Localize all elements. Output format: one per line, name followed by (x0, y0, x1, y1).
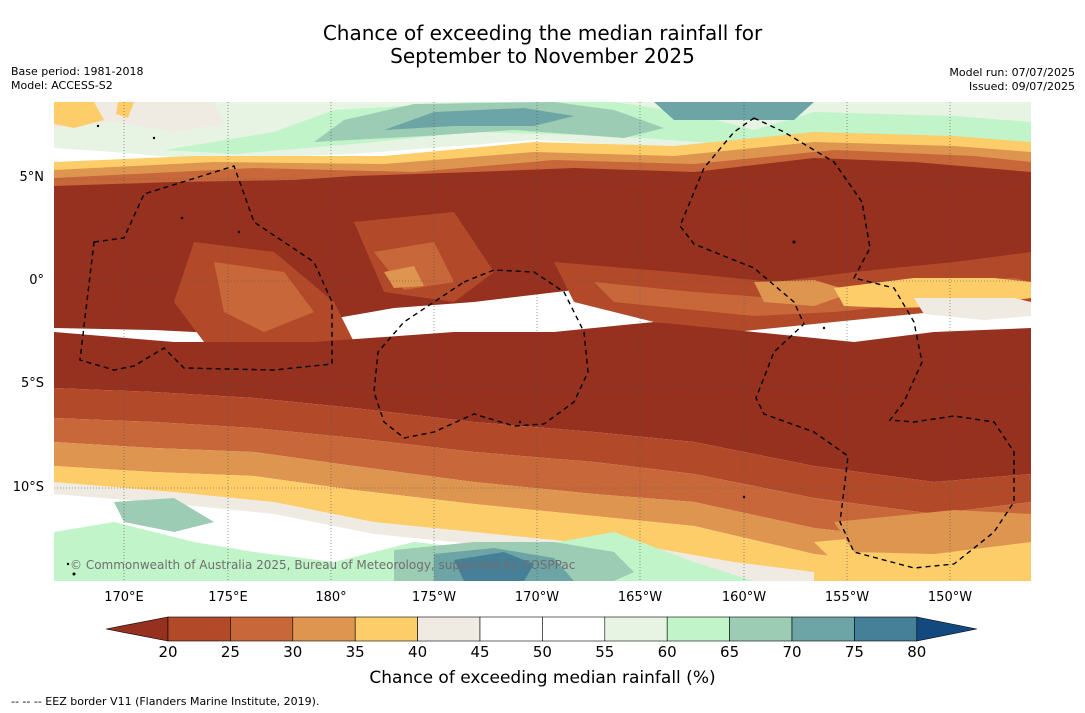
colorbar-segment (542, 616, 606, 642)
lat-label-5n: 5°N (19, 170, 45, 185)
colorbar-tick-label: 40 (408, 643, 427, 661)
south-dry-band (54, 322, 1031, 482)
map-title: Chance of exceeding the median rainfall … (0, 22, 1085, 68)
colorbar-segment (292, 616, 356, 642)
colorbar-segments (106, 616, 977, 642)
colorbar-tick-label: 65 (720, 643, 739, 661)
colorbar-segment (354, 616, 418, 642)
lon-label-180: 180° (315, 590, 347, 605)
eez-footnote: -- -- -- EEZ border V11 (Flanders Marine… (11, 695, 320, 708)
lon-label-160w: 160°W (721, 590, 767, 605)
lon-label-175e: 175°E (208, 590, 248, 605)
colorbar-extend-low (106, 616, 169, 642)
colorbar-title: Chance of exceeding median rainfall (%) (369, 668, 716, 688)
colorbar-tick-label: 70 (782, 643, 801, 661)
title-line-1: Chance of exceeding the median rainfall … (322, 21, 763, 45)
eez-kiribati-gilberts (79, 165, 333, 371)
colorbar-segment (791, 616, 855, 642)
colorbar-tick-labels: 20 25 30 35 40 45 50 55 60 65 70 75 80 (158, 643, 926, 661)
colorbar-segment (854, 616, 918, 642)
colorbar-tick-label: 55 (595, 643, 614, 661)
south-orange-1 (54, 388, 1031, 514)
northwest-yellow (54, 102, 104, 128)
lat-label-5s: 5°S (20, 376, 44, 391)
lon-label-175w: 175°W (411, 590, 457, 605)
colorbar-segment (230, 616, 294, 642)
colorbar-tick-label: 30 (283, 643, 302, 661)
colorbar-tick-label: 45 (470, 643, 489, 661)
lon-label-170e: 170°E (104, 590, 144, 605)
dry-patch-center-3 (384, 266, 424, 288)
colorbar-tick-label: 50 (533, 643, 552, 661)
rainfall-map (54, 102, 1031, 581)
colorbar-tick-label: 25 (221, 643, 240, 661)
eez-phoenix-islands (373, 269, 589, 439)
south-blue-dark (454, 552, 534, 581)
colorbar-extend-high (916, 616, 977, 642)
north-blue-patch-2 (654, 102, 814, 120)
south-orange-2 (54, 418, 1031, 542)
dry-patch-east-white (914, 298, 1031, 320)
meta-left: Base period: 1981-2018 Model: ACCESS-S2 (11, 65, 143, 93)
colorbar-segment (417, 616, 481, 642)
colorbar-segment (666, 616, 730, 642)
dry-patch-west-2 (214, 262, 314, 332)
model-text: Model: ACCESS-S2 (11, 79, 113, 92)
colorbar-tick-label: 60 (658, 643, 677, 661)
colorbar-tick-label: 80 (907, 643, 926, 661)
south-orange-east (834, 510, 1031, 554)
south-teal (114, 498, 214, 532)
colorbar-segment (479, 616, 543, 642)
lon-label-155w: 155°W (824, 590, 870, 605)
graticule (54, 102, 1031, 581)
colorbar-tick-label: 20 (158, 643, 177, 661)
colorbar-segment (729, 616, 793, 642)
dry-patch-east-3 (754, 280, 854, 306)
colorbar-segment (167, 616, 231, 642)
title-line-2: September to November 2025 (390, 44, 695, 68)
model-run-text: Model run: 07/07/2025 (949, 66, 1075, 79)
lat-label-10s: 10°S (12, 480, 44, 495)
lon-label-150w: 150°W (927, 590, 973, 605)
copyright-notice: © Commonwealth of Australia 2025, Bureau… (70, 558, 576, 572)
island-dots (66, 124, 826, 576)
issued-text: Issued: 09/07/2025 (968, 80, 1075, 93)
colorbar-segment (604, 616, 668, 642)
colorbar-tick-label: 75 (845, 643, 864, 661)
south-orange-3 (54, 442, 1031, 568)
colorbar: 20 25 30 35 40 45 50 55 60 65 70 75 80 (106, 616, 977, 661)
base-period-text: Base period: 1981-2018 (11, 65, 144, 78)
eez-line-islands (679, 117, 1015, 569)
lon-label-165w: 165°W (617, 590, 663, 605)
colorbar-tick-label: 35 (346, 643, 365, 661)
lon-label-170w: 170°W (514, 590, 560, 605)
lat-label-0: 0° (29, 273, 44, 288)
northwest-yellow-2 (116, 102, 134, 118)
meta-right: Model run: 07/07/2025 Issued: 09/07/2025 (949, 66, 1075, 94)
north-teal-dark (384, 108, 574, 130)
eez-borders (79, 117, 1015, 569)
